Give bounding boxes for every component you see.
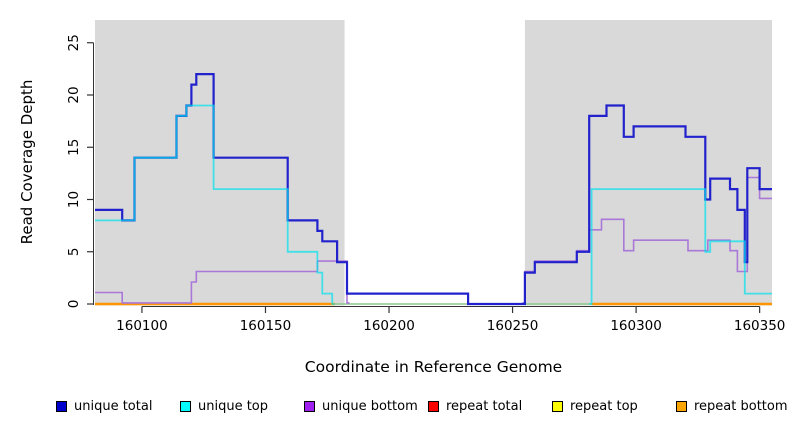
unique-top-swatch [180,401,191,412]
legend-label: repeat top [570,399,638,414]
coverage-plot: 160100 160150 160200 160250 160300 160350 0 5 10… [66,20,785,334]
x-tick-label: 160200 [363,318,415,334]
repeat-bottom-swatch [676,401,687,412]
series-unique-total-line [95,73,772,306]
repeat-region [95,20,345,306]
y-tick-label: 20 [66,86,82,103]
legend: unique total unique top unique bottom repea… [0,399,792,419]
series-unique-top-line [95,104,772,305]
repeat-top-swatch [552,401,563,412]
legend-item-repeat-bottom: repeat bottom [676,399,788,414]
legend-label: unique total [74,399,153,414]
y-tick-label: 10 [66,191,82,208]
legend-item-unique-bottom: unique bottom [304,399,418,414]
unique-bottom-swatch [304,401,315,412]
legend-item-repeat-top: repeat top [552,399,638,414]
legend-label: repeat bottom [694,399,788,414]
repeat-region [524,20,772,306]
x-tick-label: 160250 [487,318,539,334]
legend-label: unique bottom [322,399,418,414]
y-tick-label: 15 [66,139,82,156]
unique-total-swatch [56,401,67,412]
x-tick-label: 160350 [734,318,786,334]
legend-label: unique top [198,399,269,414]
axes: 160100 160150 160200 160250 160300 160350 0 5 10… [66,34,785,334]
x-tick-label: 160150 [240,318,292,334]
x-tick-label: 160300 [610,318,662,334]
x-tick-label: 160100 [116,318,168,334]
repeat-region-shading [95,20,772,306]
x-axis-title: Coordinate in Reference Genome [304,358,563,376]
legend-item-unique-top: unique top [180,399,268,414]
y-axis-title: Read Coverage Depth [18,79,36,245]
legend-label: repeat total [446,399,523,414]
y-tick-label: 0 [66,300,82,309]
legend-item-repeat-total: repeat total [428,399,522,414]
repeat-total-swatch [428,401,439,412]
y-tick-label: 25 [66,34,82,51]
y-tick-label: 5 [66,248,82,257]
legend-item-unique-total: unique total [56,399,152,414]
